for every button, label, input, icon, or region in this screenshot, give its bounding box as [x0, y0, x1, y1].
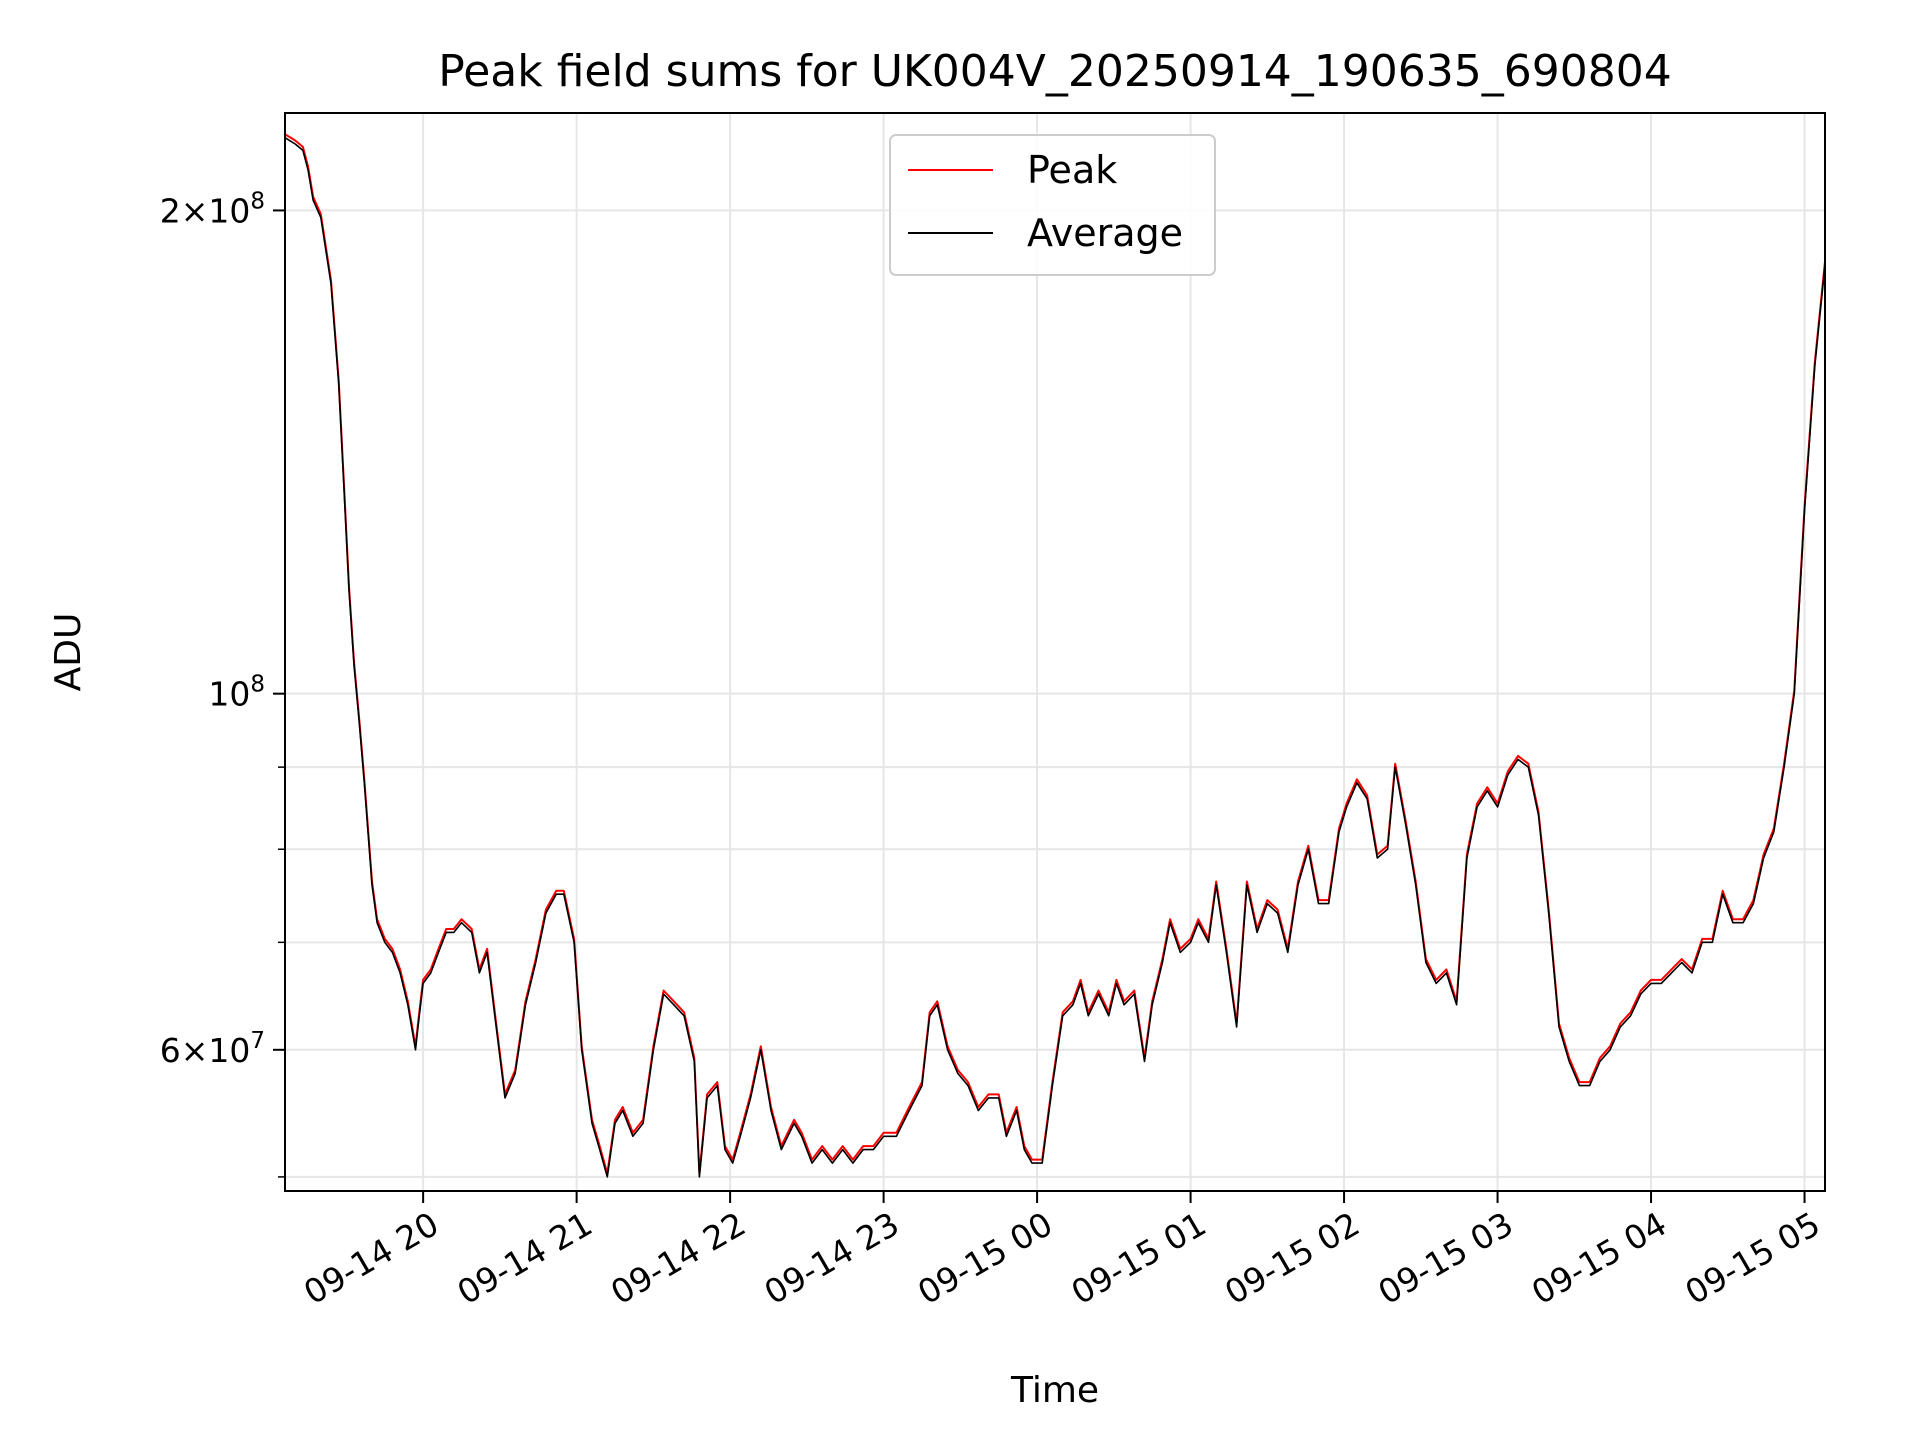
chart-title: Peak field sums for UK004V_20250914_1906… — [438, 46, 1671, 97]
y-tick-label: 6×107 — [160, 1028, 265, 1070]
x-axis-label: Time — [1010, 1370, 1099, 1411]
legend: Peak Average — [889, 134, 1216, 276]
series-layer — [284, 133, 1826, 1178]
y-tick-label: 2×108 — [160, 188, 265, 230]
y-tick-label: 108 — [208, 672, 265, 714]
legend-label-average: Average — [1027, 211, 1183, 255]
series-line-average — [284, 137, 1826, 1178]
plot-frame — [284, 112, 1826, 1192]
y-axis-ticks: 2×108 108 6×107 — [160, 188, 285, 1178]
y-axis-label: ADU — [48, 613, 89, 692]
legend-label-peak: Peak — [1027, 148, 1117, 192]
